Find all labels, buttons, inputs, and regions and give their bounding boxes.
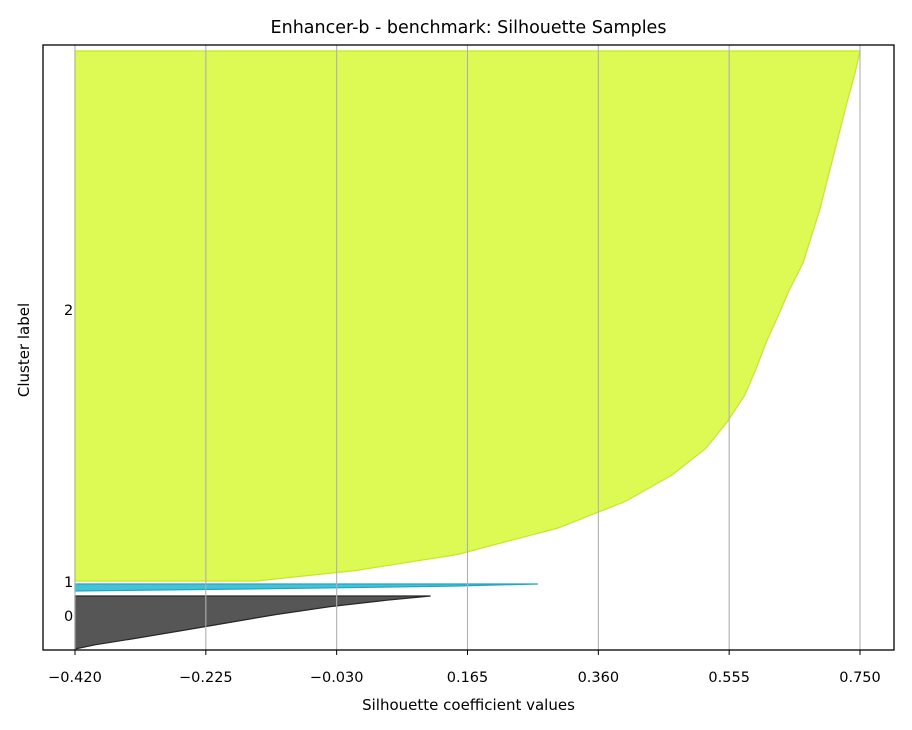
grid-lines	[74, 45, 861, 650]
cluster-0-silhouette	[74, 595, 431, 650]
cluster-label-2: 2	[64, 303, 73, 319]
x-axis-ticks: −0.420 −0.225 −0.030 0.165 0.360 0.555 0.750	[48, 650, 881, 686]
x-tick-label-1: −0.225	[179, 670, 233, 686]
chart-title: Enhancer-b - benchmark: Silhouette Sampl…	[271, 18, 667, 38]
x-tick-label-6: 0.750	[839, 670, 881, 686]
y-axis-title: Cluster label	[15, 303, 33, 397]
cluster-label-1: 1	[64, 575, 73, 591]
cluster-1-silhouette	[74, 583, 538, 592]
x-axis-title: Silhouette coefficient values	[362, 696, 575, 714]
x-tick-label-2: −0.030	[310, 670, 364, 686]
cluster-labels: 0 1 2	[64, 303, 73, 625]
plot-frame	[42, 44, 895, 651]
x-tick-label-4: 0.360	[578, 670, 620, 686]
x-tick-label-0: −0.420	[48, 670, 102, 686]
cluster-label-0: 0	[64, 609, 73, 625]
x-tick-label-5: 0.555	[708, 670, 750, 686]
x-tick-label-3: 0.165	[447, 670, 489, 686]
